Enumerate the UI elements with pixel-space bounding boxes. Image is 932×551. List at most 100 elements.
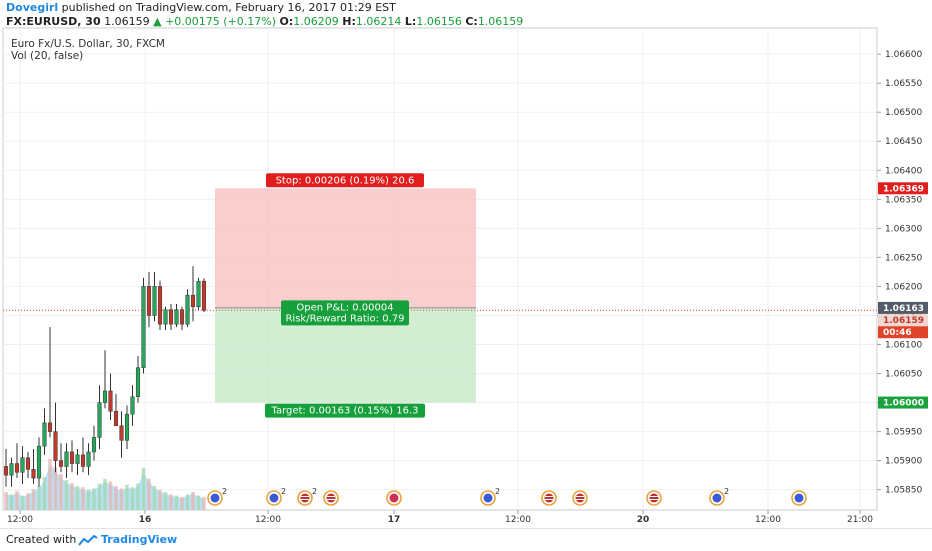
event-marker-us-icon — [646, 490, 662, 506]
y-tick-label: 1.06450 — [885, 137, 922, 147]
candle — [108, 373, 113, 420]
event-marker-jp-icon — [386, 490, 402, 506]
volume-bar — [108, 481, 113, 510]
candle-body — [20, 457, 25, 473]
price-chart[interactable]: 1.06600 1.06550 1.06500 1.06450 1.06400 1.063… — [0, 0, 932, 528]
created-with-text: Created with — [6, 533, 77, 546]
symbol-label: FX:EURUSD, 30 — [6, 15, 101, 28]
footer-bar: Created with TradingView — [0, 528, 932, 551]
x-tick-label: 12:00 — [505, 515, 531, 525]
x-tick-label: 17 — [388, 515, 401, 525]
volume-bar — [180, 496, 184, 510]
candle — [152, 271, 157, 322]
candle-body — [196, 280, 201, 307]
author-link[interactable]: Dovegirl — [6, 1, 59, 14]
chart-legend-volume[interactable]: Vol (20, false) — [11, 50, 84, 62]
candle-body — [102, 390, 108, 403]
volume-bar — [75, 486, 80, 510]
low-label: L: — [404, 15, 417, 28]
candle — [80, 437, 86, 473]
y-tick-label: 1.06250 — [885, 253, 922, 263]
candle-body — [135, 367, 141, 398]
volume-bar — [158, 489, 162, 510]
price-label-target-bg — [878, 396, 928, 409]
price-label-stop-bg — [878, 182, 928, 195]
event-flag — [712, 493, 722, 503]
candle-body — [47, 422, 53, 432]
stop-loss-zone — [215, 188, 476, 308]
candle-body — [174, 309, 179, 325]
candle — [174, 303, 179, 328]
candle-body — [14, 463, 20, 473]
candle-body — [130, 396, 135, 415]
candle — [97, 385, 102, 450]
candle — [130, 385, 135, 426]
volume-bar — [86, 489, 91, 510]
candle-body — [69, 451, 75, 464]
candle-body — [146, 286, 152, 316]
published-text: published on TradingView.com, February 1… — [61, 1, 396, 14]
tradingview-brand[interactable]: TradingView — [101, 533, 178, 546]
y-tick-label: 1.06600 — [885, 50, 922, 60]
candle-body — [141, 286, 146, 368]
x-tick-label: 12:00 — [755, 515, 781, 525]
candle-body — [25, 457, 31, 470]
candle-body — [42, 422, 47, 447]
candle — [9, 457, 14, 487]
volume-bar — [114, 486, 118, 510]
event-marker-us-icon — [297, 490, 313, 506]
volume-bar — [202, 496, 206, 510]
volume-bar — [191, 492, 195, 510]
candle-body — [58, 460, 64, 467]
candle — [190, 266, 196, 322]
candle — [201, 278, 207, 312]
x-tick-label: 12:00 — [255, 515, 281, 525]
y-tick-label: 1.06550 — [885, 79, 922, 89]
candle — [168, 303, 174, 330]
volume-bar — [59, 474, 63, 510]
symbol-header: FX:EURUSD, 30 1.06159 ▲ +0.00175 (+0.17%… — [6, 15, 523, 28]
high-label: H: — [342, 15, 356, 28]
volume-bar — [4, 492, 8, 510]
y-tick-label: 1.06500 — [885, 108, 922, 118]
x-tick-label: 12:00 — [7, 515, 33, 525]
volume-bar — [81, 487, 85, 510]
candle-body — [36, 445, 42, 479]
event-flag — [544, 493, 554, 503]
candle — [86, 443, 91, 476]
candle-body — [80, 454, 86, 467]
event-marker-us-icon — [323, 490, 339, 506]
candle — [3, 449, 9, 487]
event-count: 2 — [724, 487, 729, 496]
candle — [163, 306, 168, 330]
candle — [69, 440, 75, 473]
event-marker-us-icon — [572, 490, 588, 506]
candle — [64, 443, 69, 479]
close-value: 1.06159 — [477, 15, 524, 28]
candle — [31, 449, 36, 484]
event-marker-eu-icon — [709, 490, 725, 506]
price-label-countdown-bg — [878, 326, 928, 339]
candle-body — [108, 390, 113, 412]
candle — [14, 443, 20, 479]
event-marker-eu-icon — [266, 490, 282, 506]
volume-bar — [42, 477, 47, 510]
candle — [124, 405, 130, 450]
x-tick-label: 20 — [637, 515, 650, 525]
volume-bar — [169, 494, 173, 510]
open-value: 1.06209 — [293, 15, 339, 28]
price-label-entry-bg — [878, 301, 928, 314]
candle-body — [119, 425, 124, 441]
y-tick-label: 1.05850 — [885, 486, 922, 496]
candle — [135, 356, 141, 403]
candle-body — [179, 309, 185, 325]
low-value: 1.06156 — [416, 15, 462, 28]
candle — [196, 277, 201, 310]
volume-bar — [125, 484, 129, 510]
pnl-label-text: Open P&L: 0.00004 — [296, 302, 393, 313]
candle-body — [152, 286, 157, 316]
candle — [157, 280, 163, 330]
y-tick-label: 1.06100 — [885, 340, 922, 350]
event-flag — [300, 493, 310, 503]
candle-body — [190, 294, 196, 307]
